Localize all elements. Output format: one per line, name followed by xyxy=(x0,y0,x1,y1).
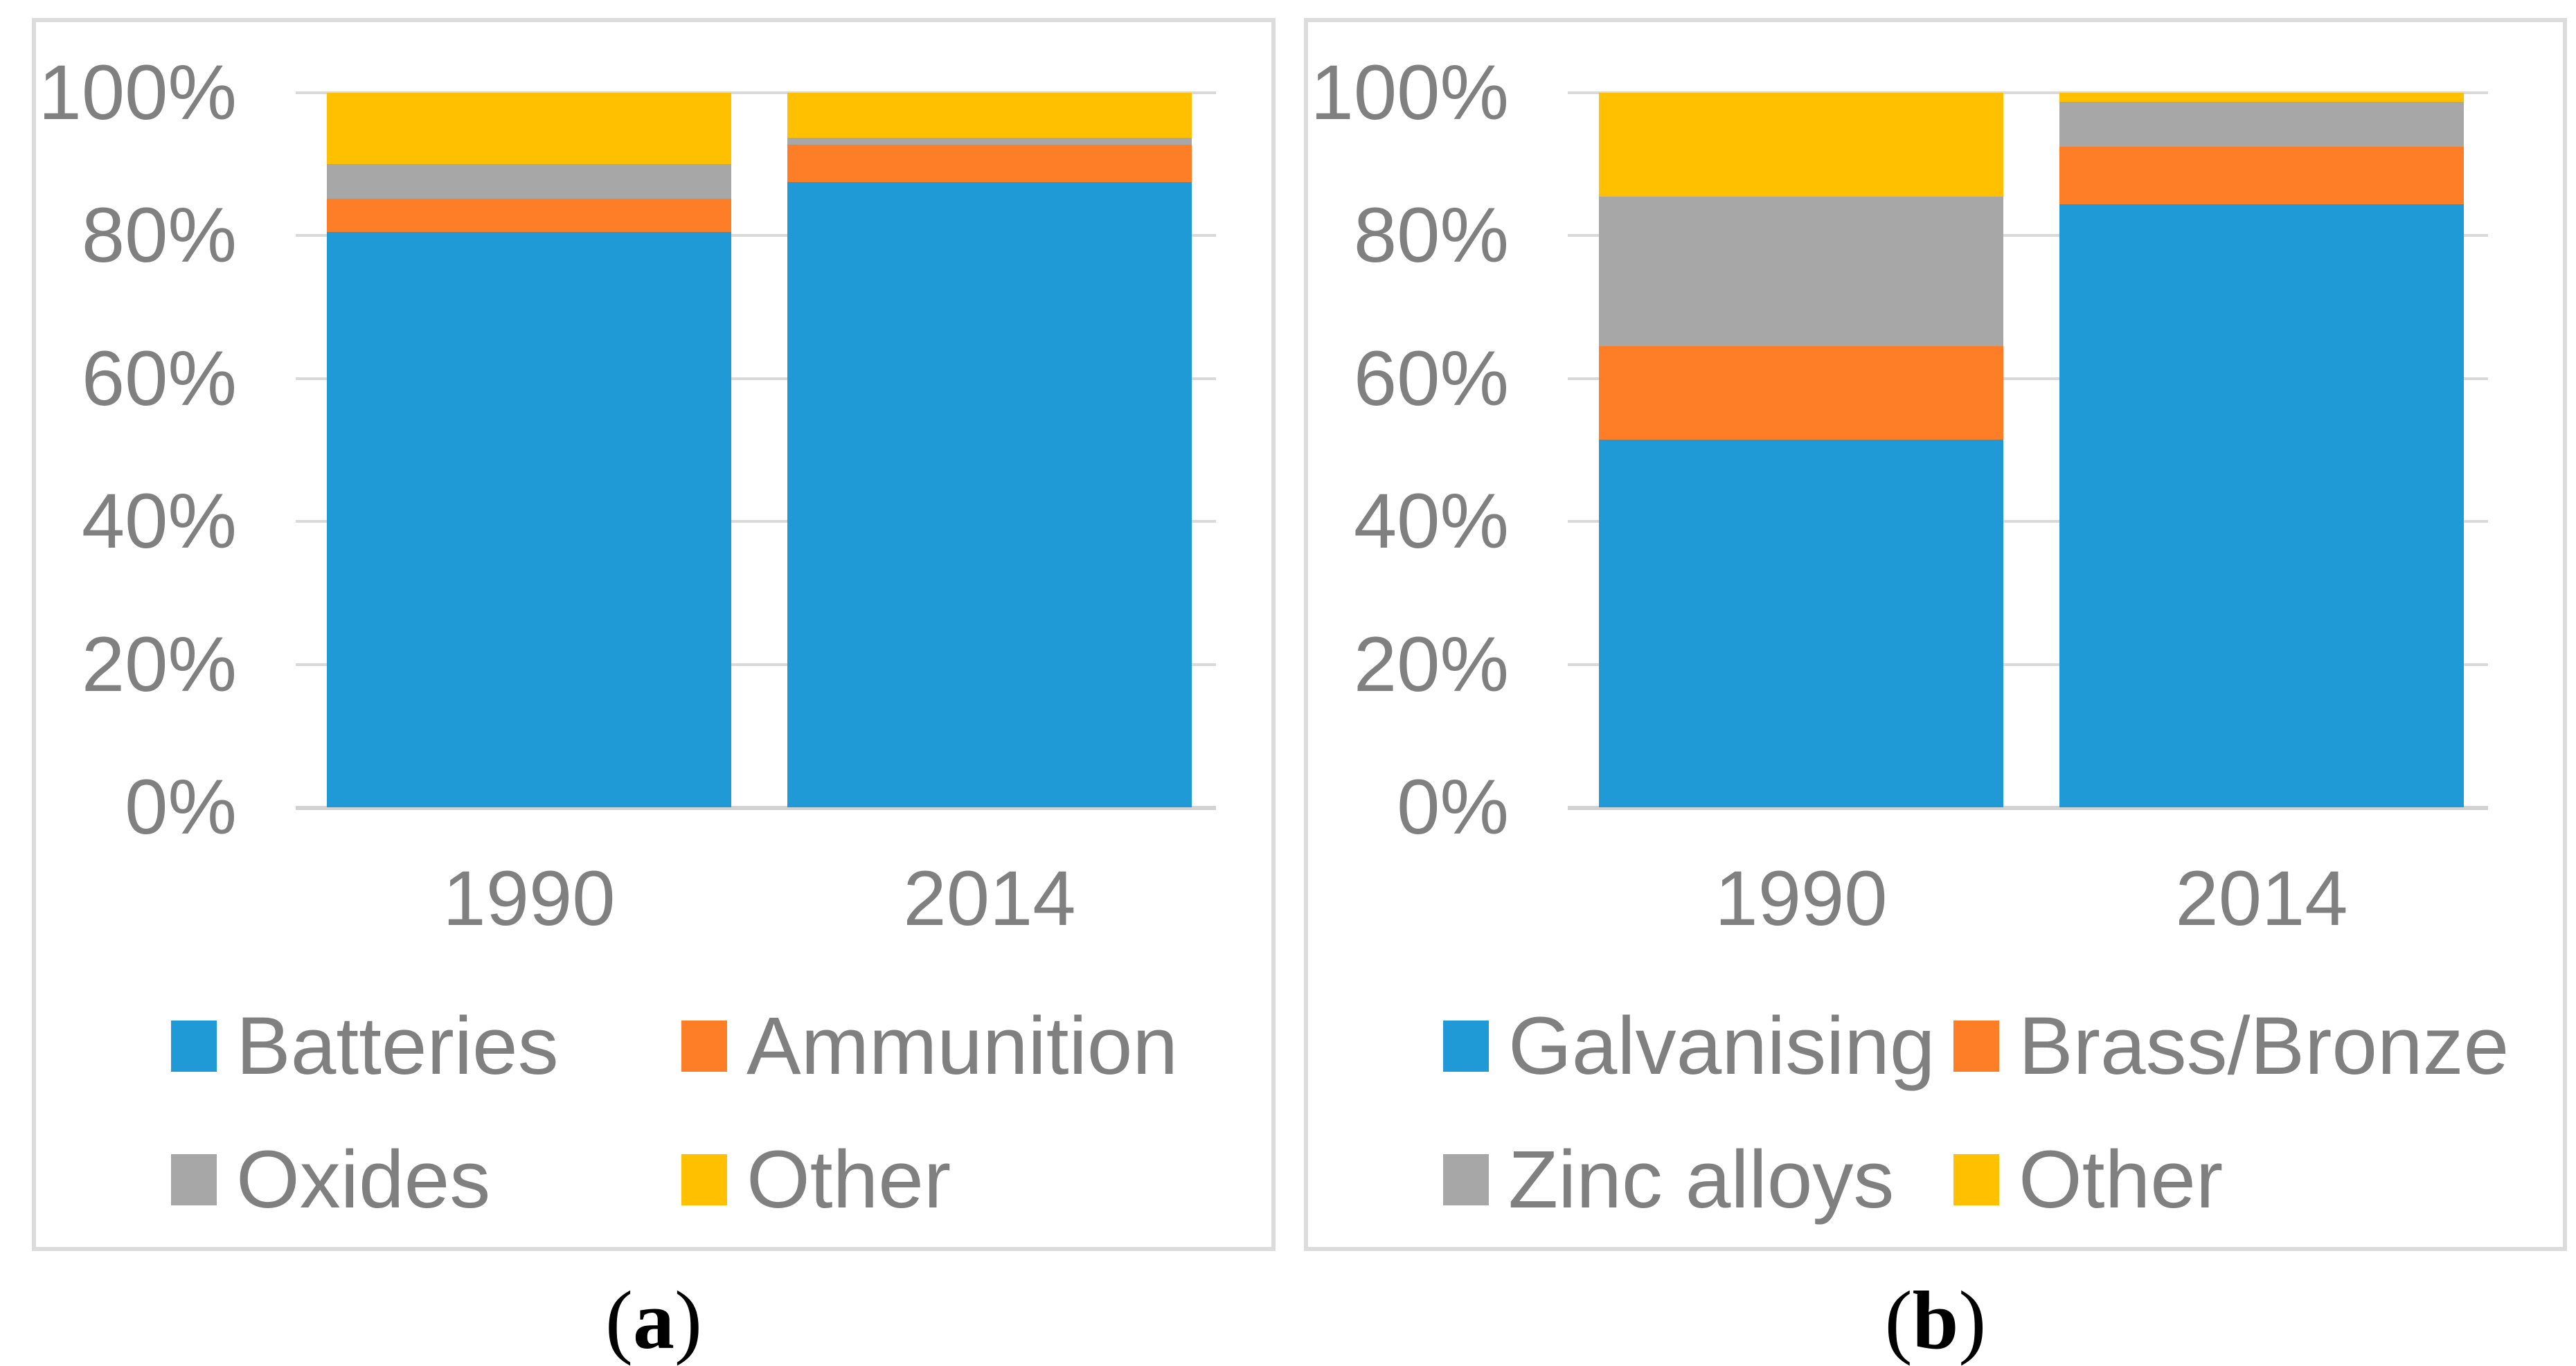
bar-segment-batteries-2014 xyxy=(787,181,1192,807)
y-axis-tick-label-100: 100% xyxy=(38,49,237,136)
legend-item-ammunition: Ammunition xyxy=(681,1005,1178,1088)
y-axis-tick-label-60: 60% xyxy=(81,335,237,422)
y-axis-tick-label-20: 20% xyxy=(1353,621,1509,708)
chart-panel-a: 0% 20% 40% 60% 80% 100% 1990 2014 Batteries Ammun… xyxy=(32,18,1276,1251)
y-axis-tick-label-80: 80% xyxy=(1353,192,1509,278)
legend-label-galvanising: Galvanising xyxy=(1508,1000,1935,1092)
legend-swatch-batteries xyxy=(171,1021,217,1072)
legend-swatch-oxides xyxy=(171,1154,217,1205)
y-axis-tick-label-40: 40% xyxy=(81,478,237,564)
bar-segment-other-1990 xyxy=(1599,93,2003,197)
legend-item-other: Other xyxy=(681,1138,951,1221)
bar-segment-galvanising-2014 xyxy=(2059,204,2464,807)
gridline-40 xyxy=(1568,520,2488,523)
y-axis-tick-label-0: 0% xyxy=(125,764,237,850)
caption-text: b xyxy=(1912,1274,1959,1366)
x-axis-line xyxy=(1568,806,2488,810)
figure-caption-b: (b) xyxy=(1304,1277,2567,1363)
legend-label-ammunition: Ammunition xyxy=(746,1000,1179,1092)
caption-text: ) xyxy=(674,1274,702,1366)
gridline-80 xyxy=(1568,234,2488,237)
chart-panel-b: 0% 20% 40% 60% 80% 100% 1990 2014 Galvanising Bra… xyxy=(1304,18,2567,1251)
gridline-20 xyxy=(1568,663,2488,666)
bar-segment-zinc-alloys-1990 xyxy=(1599,196,2003,347)
bar-segment-batteries-1990 xyxy=(327,232,731,807)
legend-label-oxides: Oxides xyxy=(236,1134,491,1225)
legend-item-oxides: Oxides xyxy=(171,1138,490,1221)
figure-caption-a: (a) xyxy=(32,1277,1276,1363)
bar-segment-other-2014 xyxy=(787,93,1192,138)
gridline-100 xyxy=(1568,91,2488,94)
legend-swatch-other xyxy=(681,1154,727,1205)
legend-swatch-brass-bronze xyxy=(1953,1021,1999,1072)
legend-swatch-other xyxy=(1953,1154,1999,1205)
stacked-bar-1990 xyxy=(327,93,731,807)
stacked-bar-1990 xyxy=(1599,93,2003,807)
bar-segment-oxides-1990 xyxy=(327,164,731,199)
bar-segment-oxides-2014 xyxy=(787,138,1192,145)
legend-swatch-ammunition xyxy=(681,1021,727,1072)
y-axis-tick-label-0: 0% xyxy=(1397,764,1509,850)
y-axis-tick-label-40: 40% xyxy=(1353,478,1509,564)
legend-item-galvanising: Galvanising xyxy=(1443,1005,1935,1088)
bar-segment-brass-bronze-2014 xyxy=(2059,147,2464,204)
legend-label-brass-bronze: Brass/Bronze xyxy=(2019,1000,2510,1092)
bar-segment-ammunition-2014 xyxy=(787,145,1192,182)
legend-swatch-galvanising xyxy=(1443,1021,1489,1072)
bar-segment-ammunition-1990 xyxy=(327,198,731,233)
stacked-bar-2014 xyxy=(787,93,1192,807)
bar-segment-zinc-alloys-2014 xyxy=(2059,102,2464,147)
x-axis-line xyxy=(296,806,1216,810)
caption-text: ) xyxy=(1958,1274,1987,1366)
y-axis-tick-label-80: 80% xyxy=(81,192,237,278)
x-axis-category-label-1990: 1990 xyxy=(1715,855,1888,942)
gridline-40 xyxy=(296,520,1216,523)
bar-segment-brass-bronze-1990 xyxy=(1599,346,2003,440)
x-axis-category-label-2014: 2014 xyxy=(2175,855,2348,942)
gridline-60 xyxy=(296,377,1216,380)
legend-item-zinc-alloys: Zinc alloys xyxy=(1443,1138,1894,1221)
stacked-bar-2014 xyxy=(2059,93,2464,807)
bar-segment-galvanising-1990 xyxy=(1599,439,2003,807)
caption-text: ( xyxy=(1884,1274,1913,1366)
gridline-80 xyxy=(296,234,1216,237)
x-axis-category-label-1990: 1990 xyxy=(442,855,616,942)
legend-item-brass-bronze: Brass/Bronze xyxy=(1953,1005,2509,1088)
legend-label-other: Other xyxy=(2019,1134,2224,1225)
gridline-60 xyxy=(1568,377,2488,380)
gridline-100 xyxy=(296,91,1216,94)
legend-item-other: Other xyxy=(1953,1138,2223,1221)
y-axis-tick-label-20: 20% xyxy=(81,621,237,708)
legend-label-batteries: Batteries xyxy=(236,1000,559,1092)
bar-segment-other-1990 xyxy=(327,93,731,165)
bar-segment-other-2014 xyxy=(2059,93,2464,102)
legend-label-other: Other xyxy=(746,1134,951,1225)
legend-swatch-zinc-alloys xyxy=(1443,1154,1489,1205)
legend-label-zinc-alloys: Zinc alloys xyxy=(1508,1134,1895,1225)
caption-text: ( xyxy=(605,1274,633,1366)
gridline-20 xyxy=(296,663,1216,666)
y-axis-tick-label-60: 60% xyxy=(1353,335,1509,422)
x-axis-category-label-2014: 2014 xyxy=(903,855,1076,942)
y-axis-tick-label-100: 100% xyxy=(1310,49,1509,136)
caption-text: a xyxy=(633,1274,674,1366)
legend-item-batteries: Batteries xyxy=(171,1005,559,1088)
